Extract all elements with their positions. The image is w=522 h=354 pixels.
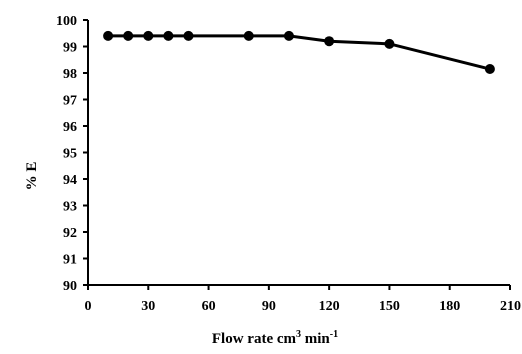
y-tick-label: 94 bbox=[63, 173, 77, 188]
x-tick-label: 150 bbox=[379, 299, 400, 314]
data-point bbox=[324, 36, 335, 47]
data-point bbox=[143, 30, 154, 41]
x-axis-title-sup2: -1 bbox=[330, 329, 338, 340]
y-tick-label: 95 bbox=[63, 147, 77, 162]
x-tick-label: 90 bbox=[262, 299, 276, 314]
data-point bbox=[123, 30, 134, 41]
data-point bbox=[384, 38, 395, 49]
x-tick-label: 180 bbox=[439, 299, 460, 314]
x-tick-label: 120 bbox=[319, 299, 340, 314]
data-point bbox=[183, 30, 194, 41]
y-ticks: 90 91 92 93 94 95 96 97 98 99 100 bbox=[56, 14, 88, 294]
x-tick-label: 30 bbox=[141, 299, 155, 314]
y-tick-label: 93 bbox=[63, 200, 77, 215]
y-tick-label: 91 bbox=[63, 253, 77, 268]
x-tick-label: 210 bbox=[500, 299, 521, 314]
data-point bbox=[163, 30, 174, 41]
data-point bbox=[243, 30, 254, 41]
y-tick-label: 97 bbox=[63, 94, 77, 109]
y-tick-label: 99 bbox=[63, 41, 77, 56]
series-layer bbox=[103, 30, 495, 75]
y-tick-label: 92 bbox=[63, 226, 77, 241]
y-tick-label: 100 bbox=[56, 14, 77, 29]
x-tick-label: 0 bbox=[85, 299, 92, 314]
data-point bbox=[283, 30, 294, 41]
x-axis-title-mid: min bbox=[301, 331, 330, 347]
data-point bbox=[484, 64, 495, 75]
y-tick-label: 96 bbox=[63, 120, 77, 135]
x-axis-title-main: Flow rate cm bbox=[212, 331, 297, 347]
data-point bbox=[103, 30, 114, 41]
series-line bbox=[108, 34, 491, 71]
x-axis-title: Flow rate cm3 min-1 bbox=[212, 329, 338, 347]
x-axis-title-sup1: 3 bbox=[296, 329, 301, 340]
x-ticks: 0 30 60 90 120 150 180 210 bbox=[85, 285, 521, 314]
x-tick-label: 60 bbox=[202, 299, 216, 314]
y-axis-title: % E bbox=[24, 162, 40, 191]
y-tick-label: 90 bbox=[63, 279, 77, 294]
y-tick-label: 98 bbox=[63, 67, 77, 82]
axes bbox=[87, 20, 510, 286]
